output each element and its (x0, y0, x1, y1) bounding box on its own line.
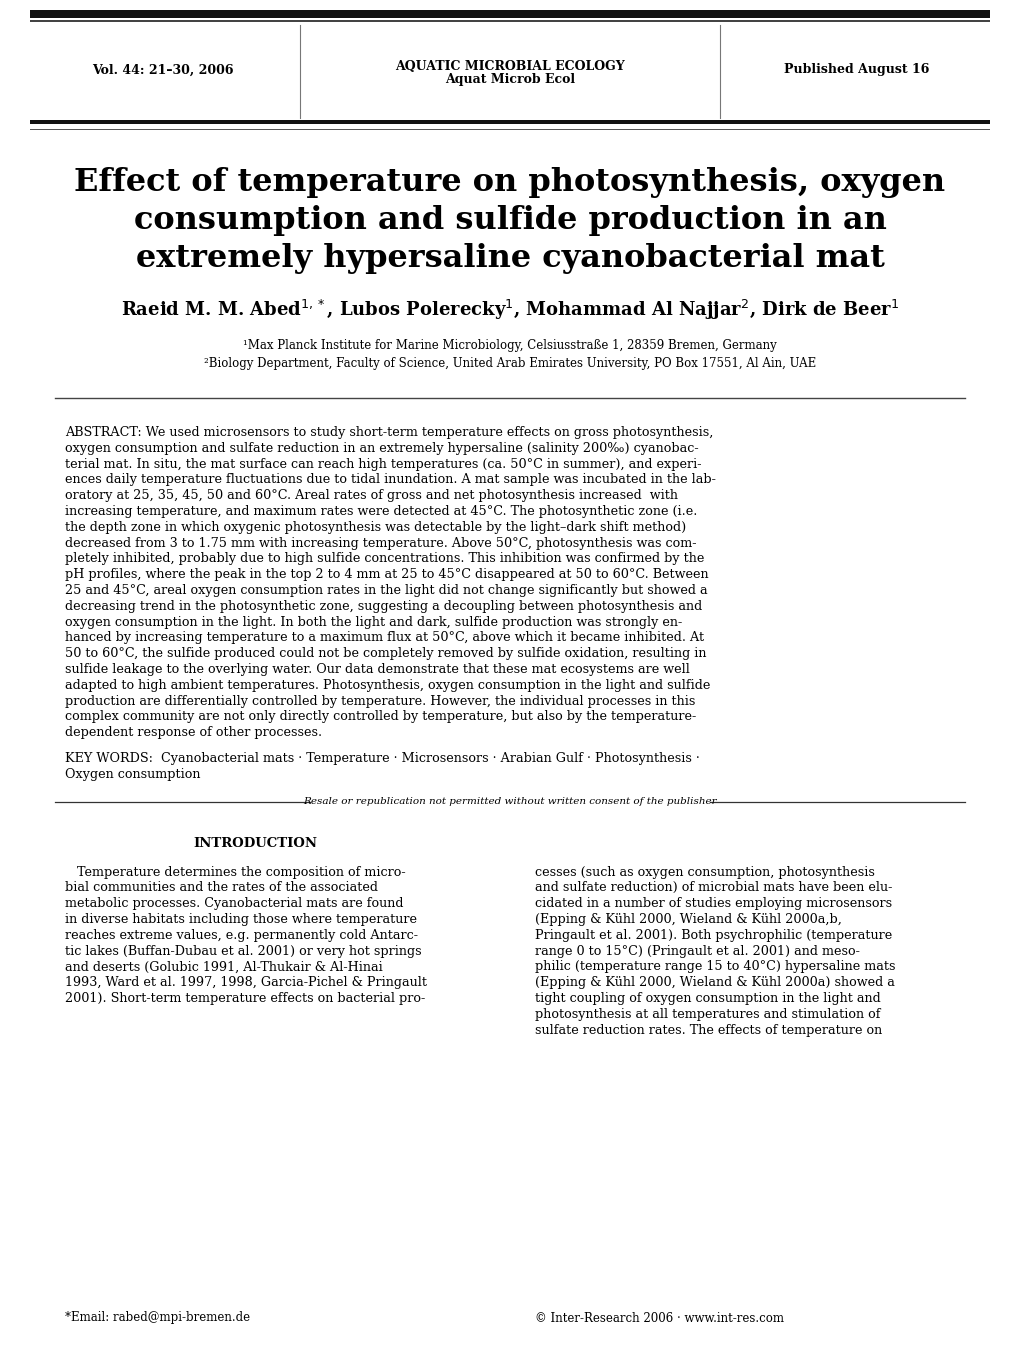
Text: complex community are not only directly controlled by temperature, but also by t: complex community are not only directly … (65, 710, 696, 724)
Text: extremely hypersaline cyanobacterial mat: extremely hypersaline cyanobacterial mat (136, 243, 883, 274)
Text: in diverse habitats including those where temperature: in diverse habitats including those wher… (65, 913, 417, 925)
Text: photosynthesis at all temperatures and stimulation of: photosynthesis at all temperatures and s… (535, 1007, 879, 1021)
Text: Published August 16: Published August 16 (784, 63, 928, 77)
Text: range 0 to 15°C) (Pringault et al. 2001) and meso-: range 0 to 15°C) (Pringault et al. 2001)… (535, 944, 859, 958)
Text: © Inter-Research 2006 · www.int-res.com: © Inter-Research 2006 · www.int-res.com (535, 1311, 784, 1325)
Text: Pringault et al. 2001). Both psychrophilic (temperature: Pringault et al. 2001). Both psychrophil… (535, 929, 892, 942)
Text: 2001). Short-term temperature effects on bacterial pro-: 2001). Short-term temperature effects on… (65, 993, 425, 1005)
Text: oxygen consumption in the light. In both the light and dark, sulfide production : oxygen consumption in the light. In both… (65, 616, 682, 628)
Text: decreased from 3 to 1.75 mm with increasing temperature. Above 50°C, photosynthe: decreased from 3 to 1.75 mm with increas… (65, 537, 696, 550)
Bar (30, 120, 989, 124)
Text: hanced by increasing temperature to a maximum flux at 50°C, above which it becam: hanced by increasing temperature to a ma… (65, 631, 703, 644)
Text: ¹Max Planck Institute for Marine Microbiology, Celsiusstraße 1, 28359 Bremen, Ge: ¹Max Planck Institute for Marine Microbi… (243, 339, 776, 351)
Text: reaches extreme values, e.g. permanently cold Antarc-: reaches extreme values, e.g. permanently… (65, 929, 418, 942)
Text: Raeid M. M. Abed$^{1,*}$, Lubos Polerecky$^1$, Mohammad Al Najjar$^2$, Dirk de B: Raeid M. M. Abed$^{1,*}$, Lubos Polereck… (120, 299, 899, 321)
Text: INTRODUCTION: INTRODUCTION (193, 837, 317, 850)
Text: decreasing trend in the photosynthetic zone, suggesting a decoupling between pho: decreasing trend in the photosynthetic z… (65, 600, 701, 613)
Text: ABSTRACT: We used microsensors to study short-term temperature effects on gross : ABSTRACT: We used microsensors to study … (65, 426, 712, 438)
Text: consumption and sulfide production in an: consumption and sulfide production in an (133, 206, 886, 237)
Text: *Email: rabed@mpi-bremen.de: *Email: rabed@mpi-bremen.de (65, 1311, 250, 1325)
Text: pH profiles, where the peak in the top 2 to 4 mm at 25 to 45°C disappeared at 50: pH profiles, where the peak in the top 2… (65, 568, 708, 581)
Text: AQUATIC MICROBIAL ECOLOGY: AQUATIC MICROBIAL ECOLOGY (394, 59, 625, 73)
Text: ences daily temperature fluctuations due to tidal inundation. A mat sample was i: ences daily temperature fluctuations due… (65, 473, 715, 487)
Text: (Epping & Kühl 2000, Wieland & Kühl 2000a,b,: (Epping & Kühl 2000, Wieland & Kühl 2000… (535, 913, 841, 925)
Text: KEY WORDS:  Cyanobacterial mats · Temperature · Microsensors · Arabian Gulf · Ph: KEY WORDS: Cyanobacterial mats · Tempera… (65, 752, 699, 765)
Text: and sulfate reduction) of microbial mats have been elu-: and sulfate reduction) of microbial mats… (535, 881, 892, 894)
Text: 1993, Ward et al. 1997, 1998, Garcia-Pichel & Pringault: 1993, Ward et al. 1997, 1998, Garcia-Pic… (65, 976, 427, 989)
Text: tight coupling of oxygen consumption in the light and: tight coupling of oxygen consumption in … (535, 993, 879, 1005)
Text: bial communities and the rates of the associated: bial communities and the rates of the as… (65, 881, 378, 894)
Text: pletely inhibited, probably due to high sulfide concentrations. This inhibition : pletely inhibited, probably due to high … (65, 553, 704, 565)
Text: metabolic processes. Cyanobacterial mats are found: metabolic processes. Cyanobacterial mats… (65, 897, 404, 911)
Text: ²Biology Department, Faculty of Science, United Arab Emirates University, PO Box: ²Biology Department, Faculty of Science,… (204, 356, 815, 370)
Text: production are differentially controlled by temperature. However, the individual: production are differentially controlled… (65, 694, 695, 707)
Text: Resale or republication not permitted without written consent of the publisher: Resale or republication not permitted wi… (303, 798, 716, 806)
Text: increasing temperature, and maximum rates were detected at 45°C. The photosynthe: increasing temperature, and maximum rate… (65, 504, 697, 518)
Text: Oxygen consumption: Oxygen consumption (65, 768, 201, 781)
Text: tic lakes (Buffan-Dubau et al. 2001) or very hot springs: tic lakes (Buffan-Dubau et al. 2001) or … (65, 944, 421, 958)
Text: oratory at 25, 35, 45, 50 and 60°C. Areal rates of gross and net photosynthesis : oratory at 25, 35, 45, 50 and 60°C. Area… (65, 490, 678, 502)
Text: philic (temperature range 15 to 40°C) hypersaline mats: philic (temperature range 15 to 40°C) hy… (535, 960, 895, 974)
Text: cesses (such as oxygen consumption, photosynthesis: cesses (such as oxygen consumption, phot… (535, 866, 874, 878)
Bar (30, 20, 989, 22)
Text: Aquat Microb Ecol: Aquat Microb Ecol (444, 74, 575, 86)
Text: and deserts (Golubic 1991, Al-Thukair & Al-Hinai: and deserts (Golubic 1991, Al-Thukair & … (65, 960, 382, 974)
Text: sulfate reduction rates. The effects of temperature on: sulfate reduction rates. The effects of … (535, 1024, 881, 1037)
Bar (30, 9, 989, 17)
Text: dependent response of other processes.: dependent response of other processes. (65, 726, 322, 740)
Text: adapted to high ambient temperatures. Photosynthesis, oxygen consumption in the : adapted to high ambient temperatures. Ph… (65, 679, 709, 691)
Text: sulfide leakage to the overlying water. Our data demonstrate that these mat ecos: sulfide leakage to the overlying water. … (65, 663, 689, 677)
Text: 50 to 60°C, the sulfide produced could not be completely removed by sulfide oxid: 50 to 60°C, the sulfide produced could n… (65, 647, 706, 660)
Text: 25 and 45°C, areal oxygen consumption rates in the light did not change signific: 25 and 45°C, areal oxygen consumption ra… (65, 584, 707, 597)
Text: oxygen consumption and sulfate reduction in an extremely hypersaline (salinity 2: oxygen consumption and sulfate reduction… (65, 441, 698, 455)
Text: (Epping & Kühl 2000, Wieland & Kühl 2000a) showed a: (Epping & Kühl 2000, Wieland & Kühl 2000… (535, 976, 894, 989)
Text: Temperature determines the composition of micro-: Temperature determines the composition o… (65, 866, 406, 878)
Text: Effect of temperature on photosynthesis, oxygen: Effect of temperature on photosynthesis,… (74, 168, 945, 199)
Bar (30, 129, 989, 130)
Text: terial mat. In situ, the mat surface can reach high temperatures (ca. 50°C in su: terial mat. In situ, the mat surface can… (65, 457, 701, 471)
Text: Vol. 44: 21–30, 2006: Vol. 44: 21–30, 2006 (92, 63, 233, 77)
Text: cidated in a number of studies employing microsensors: cidated in a number of studies employing… (535, 897, 892, 911)
Text: the depth zone in which oxygenic photosynthesis was detectable by the light–dark: the depth zone in which oxygenic photosy… (65, 521, 686, 534)
